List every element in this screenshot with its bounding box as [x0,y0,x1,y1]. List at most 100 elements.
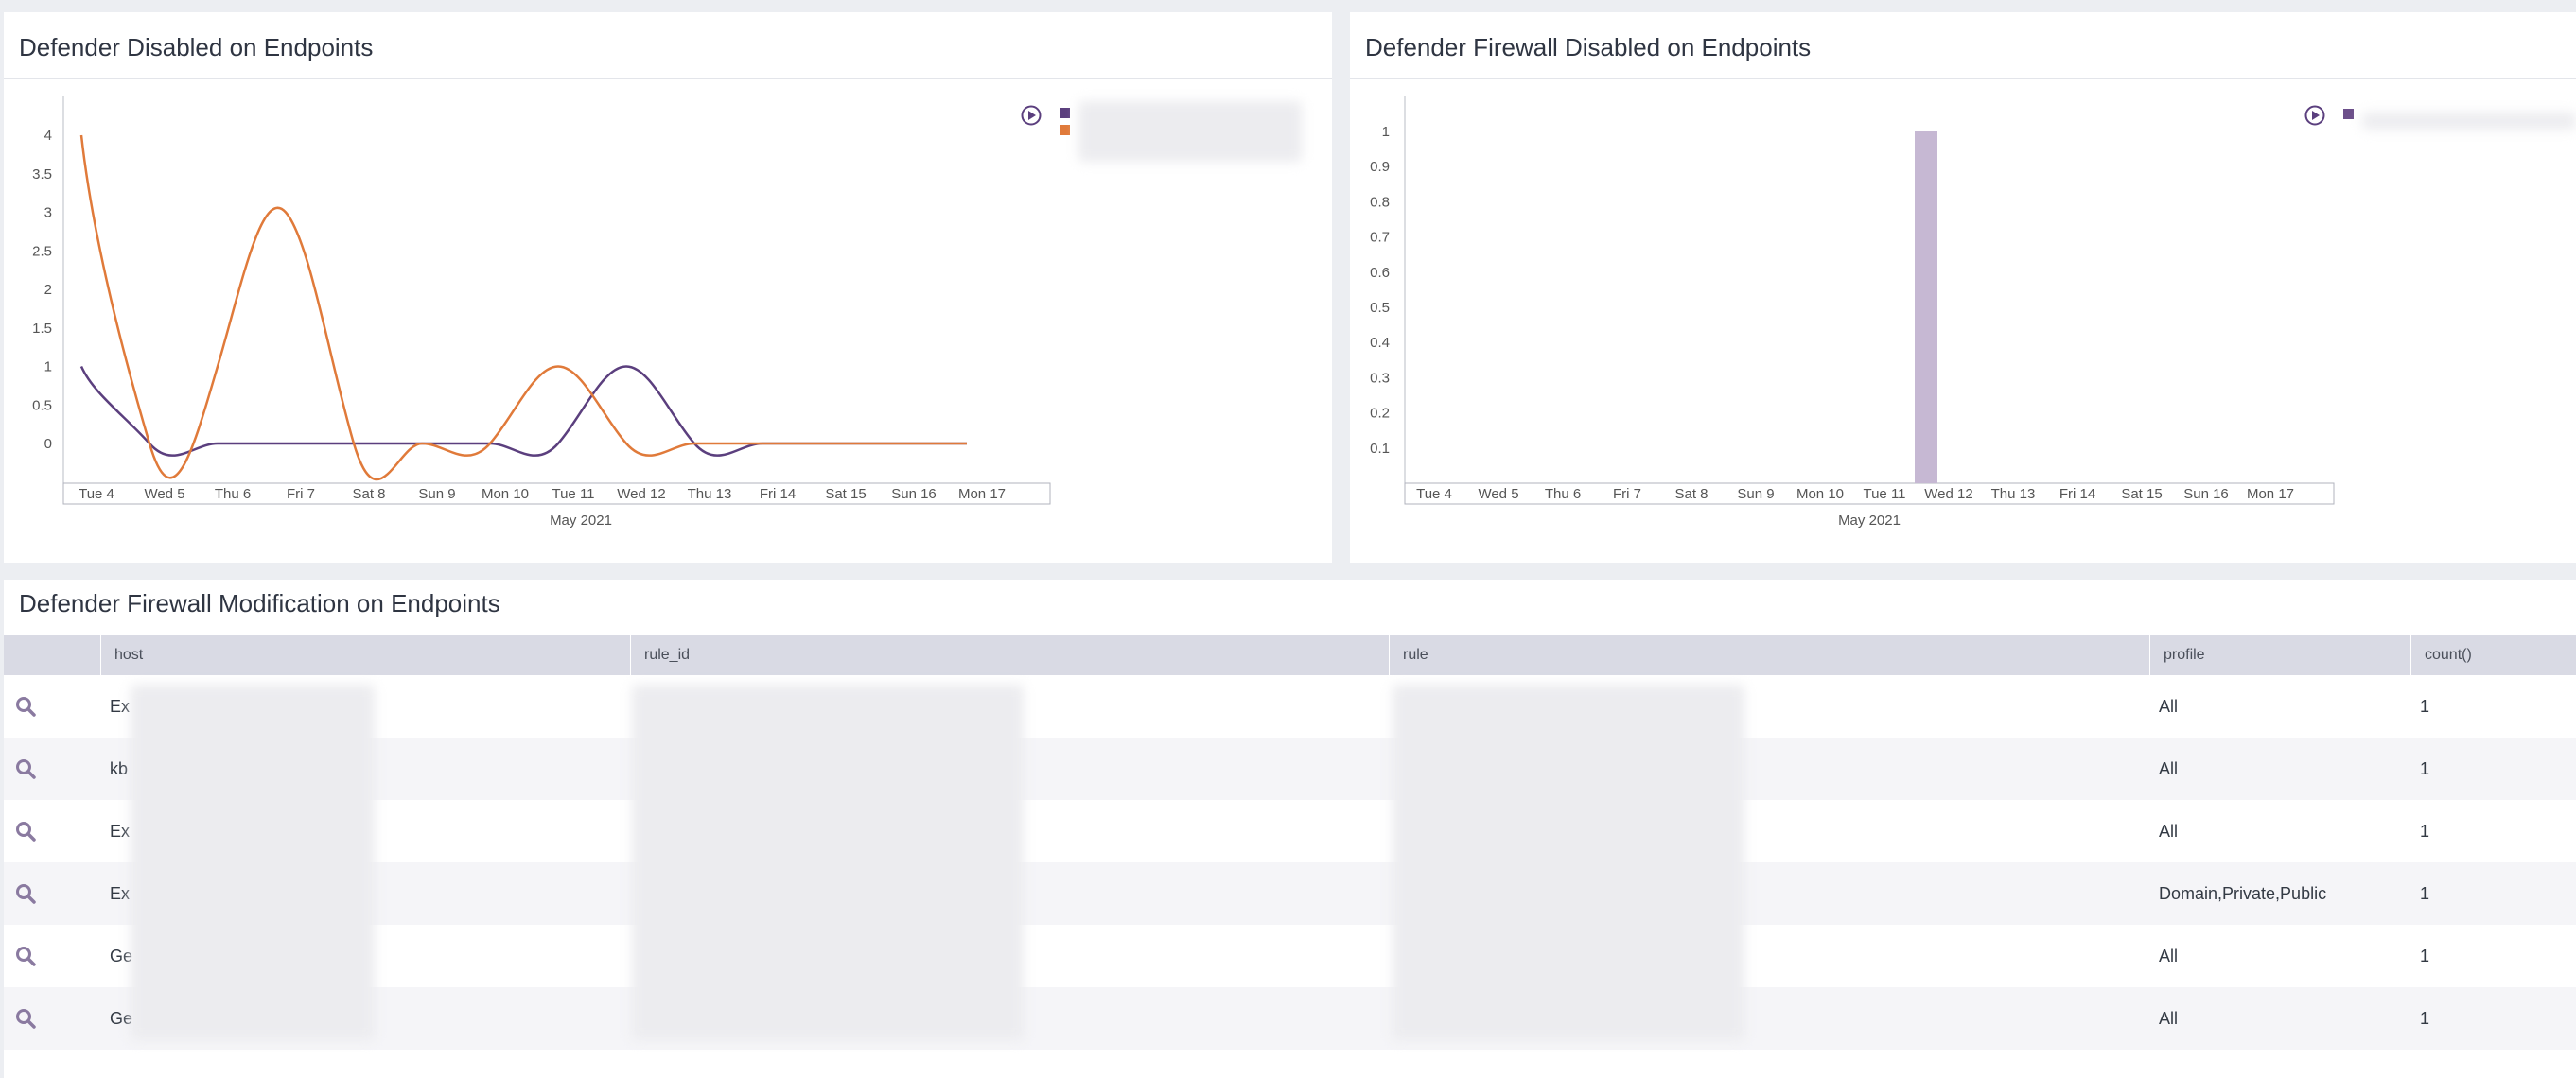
legend-swatch-2 [1060,125,1070,135]
play-icon [1021,105,1042,126]
y-tick-label: 0.7 [1370,230,1390,246]
y-tick-label: 3 [44,205,52,221]
column-header-rule[interactable]: rule [1389,635,2149,675]
x-tick-label: Mon 17 [958,486,1006,502]
table-row[interactable]: Ge All 1 [4,925,2576,987]
y-tick-label: 0.5 [1370,300,1390,316]
x-axis-label: May 2021 [1838,513,1901,529]
x-tick-label: Sat 8 [1674,486,1708,502]
x-axis-box [62,482,1051,505]
cell-count: 1 [2420,759,2430,778]
table-row[interactable]: Ex All 1 [4,675,2576,738]
x-tick-label: Sun 9 [1737,486,1774,502]
magnifier-icon[interactable] [15,821,36,842]
column-header-rule-id[interactable]: rule_id [630,635,1389,675]
play-icon-triangle [2312,111,2320,120]
column-header-host[interactable]: host [100,635,630,675]
play-icon-triangle [1028,111,1036,120]
y-tick-label: 1 [44,359,52,375]
panel-firewall-disabled: Defender Firewall Disabled on Endpoints … [1350,12,2576,563]
cell-profile: All [2159,947,2179,965]
bar-chart: 0.1 0.2 0.3 0.4 0.5 0.6 0.7 0.8 0.9 1 Tue 4 Wed 5 Th… [1370,96,2354,529]
y-tick-label: 0.4 [1370,335,1390,351]
cell-count: 1 [2420,822,2430,841]
column-header-count[interactable]: count() [2410,635,2576,675]
y-tick-label: 0.8 [1370,194,1390,210]
table-header: host rule_id rule profile count() [4,635,2576,675]
y-tick-label: 0.5 [32,397,52,413]
magnifier-icon[interactable] [15,946,36,966]
x-tick-label: Tue 4 [1416,486,1452,502]
x-tick-label: Wed 12 [617,486,665,502]
y-tick-label: 0.2 [1370,406,1390,422]
divider [4,78,1332,79]
magnifier-icon[interactable] [15,1008,36,1029]
y-tick-label: 0.3 [1370,370,1390,386]
x-tick-label: Fri 7 [287,486,315,502]
table-row[interactable]: Ex Domain,Private,Public 1 [4,862,2576,925]
x-tick-label: Tue 11 [1863,486,1905,502]
x-tick-label: Thu 6 [215,486,251,502]
x-tick-label: Sun 9 [418,486,455,502]
redacted-host-cells [131,685,375,1040]
y-tick-label: 2 [44,282,52,298]
table-row[interactable]: kb All 1 [4,738,2576,800]
bar [1915,131,1937,483]
column-header-action [4,635,100,675]
magnifier-icon[interactable] [15,758,36,779]
cell-profile: All [2159,822,2179,841]
magnifier-icon[interactable] [15,696,36,717]
y-tick-label: 0.9 [1370,159,1390,175]
cell-host: Ge [110,947,133,965]
y-tick-label: 0.1 [1370,441,1390,457]
x-tick-label: Fri 7 [1613,486,1641,502]
cell-host: Ex [110,697,131,716]
x-tick-label: Sun 16 [891,486,937,502]
line-chart: 0 0.5 1 1.5 2 2.5 3 3.5 4 Tue 4 Wed 5 Thu 6 Fri 7 Sat… [32,96,1070,529]
x-tick-label: Wed 12 [1924,486,1972,502]
cell-profile: All [2159,759,2179,778]
redacted-rule-id-cells [632,685,1024,1040]
cell-count: 1 [2420,884,2430,903]
y-tick-label: 1.5 [32,321,52,337]
y-tick-label: 3.5 [32,166,52,183]
x-tick-label: Sat 15 [825,486,866,502]
column-header-profile[interactable]: profile [2149,635,2410,675]
x-tick-label: Tue 4 [79,486,114,502]
table-row[interactable]: Ex All 1 [4,800,2576,862]
y-tick-label: 0.6 [1370,265,1390,281]
x-tick-label: Mon 17 [2247,486,2294,502]
play-icon [2304,105,2325,126]
cell-host: Ex [110,822,131,841]
magnifier-icon[interactable] [15,883,36,904]
table-row[interactable]: Ge All 1 [4,987,2576,1050]
cell-count: 1 [2420,947,2430,965]
cell-profile: All [2159,697,2179,716]
table-body: Ex All 1 kb All 1 Ex All 1 Ex Domain,Pri… [4,675,2576,1050]
x-tick-label: Thu 13 [1991,486,2036,502]
panel-title: Defender Firewall Disabled on Endpoints [1365,33,1812,61]
redacted-legend-labels [1078,101,1302,162]
x-tick-label: Sun 16 [2183,486,2229,502]
cell-host: kb [110,759,129,778]
panel-defender-disabled: Defender Disabled on Endpoints 0 0.5 1 1.5 2… [4,12,1332,563]
cell-profile: Domain,Private,Public [2159,884,2327,903]
panel-title: Defender Disabled on Endpoints [19,33,374,61]
redacted-legend-label [2362,113,2576,130]
y-tick-label: 0 [44,436,52,452]
x-tick-label: Wed 5 [1478,486,1518,502]
y-tick-label: 2.5 [32,243,52,259]
cell-host: Ex [110,884,131,903]
x-tick-label: Tue 11 [552,486,594,502]
panel-title: Defender Firewall Modification on Endpoi… [19,589,500,617]
x-axis-label: May 2021 [550,513,612,529]
x-tick-label: Sat 15 [2121,486,2162,502]
series-line-2 [79,134,967,481]
y-tick-label: 4 [44,128,52,144]
redacted-rule-cells [1393,685,1744,1040]
cell-count: 1 [2420,1009,2430,1028]
legend-swatch-1 [1060,108,1070,118]
y-tick-label: 1 [1382,124,1390,140]
legend-swatch [2343,109,2354,119]
x-tick-label: Wed 5 [144,486,184,502]
